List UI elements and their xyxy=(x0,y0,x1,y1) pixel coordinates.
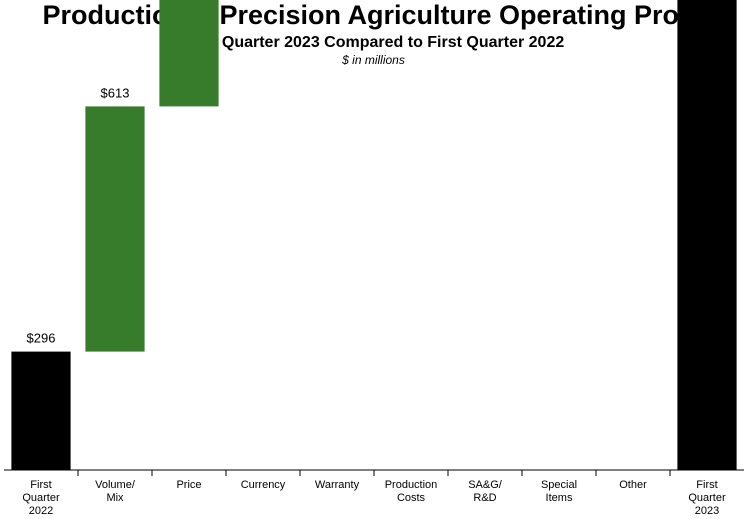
bar-0 xyxy=(11,351,71,470)
x-tick-label-6: SA&G/R&D xyxy=(468,479,503,504)
x-tick-label-2: Price xyxy=(176,479,201,491)
x-axis: First Quarter 2022 Volume/Mix Price Currency W… xyxy=(4,469,744,517)
x-tick-label-0: First Quarter 2022 xyxy=(22,479,60,517)
x-tick-label-5: Production Costs xyxy=(385,479,438,504)
bar-1 xyxy=(85,106,145,352)
data-label-0: $296 xyxy=(27,331,56,346)
bar-2 xyxy=(159,0,219,107)
x-tick-label-9: First Quarter 2023 xyxy=(688,479,726,517)
x-tick-label-7: Special Items xyxy=(541,479,577,504)
x-tick-label-3: Currency xyxy=(241,479,286,491)
bar-group xyxy=(11,0,737,471)
x-tick-label-1: Volume/Mix xyxy=(95,479,136,504)
bar-9 xyxy=(677,0,737,471)
data-label-group: $296$613$741($46)($15)($256)($127)$53($5… xyxy=(27,85,130,346)
data-label-1: $613 xyxy=(101,85,130,100)
chart-subtitle: First Quarter 2023 Compared to First Qua… xyxy=(182,34,565,51)
x-tick-label-8: Other xyxy=(619,479,647,491)
chart-unit-note: $ in millions xyxy=(342,53,405,67)
chart-title: Production & Precision Agriculture Opera… xyxy=(42,0,705,30)
x-tick-label-4: Warranty xyxy=(315,479,360,491)
